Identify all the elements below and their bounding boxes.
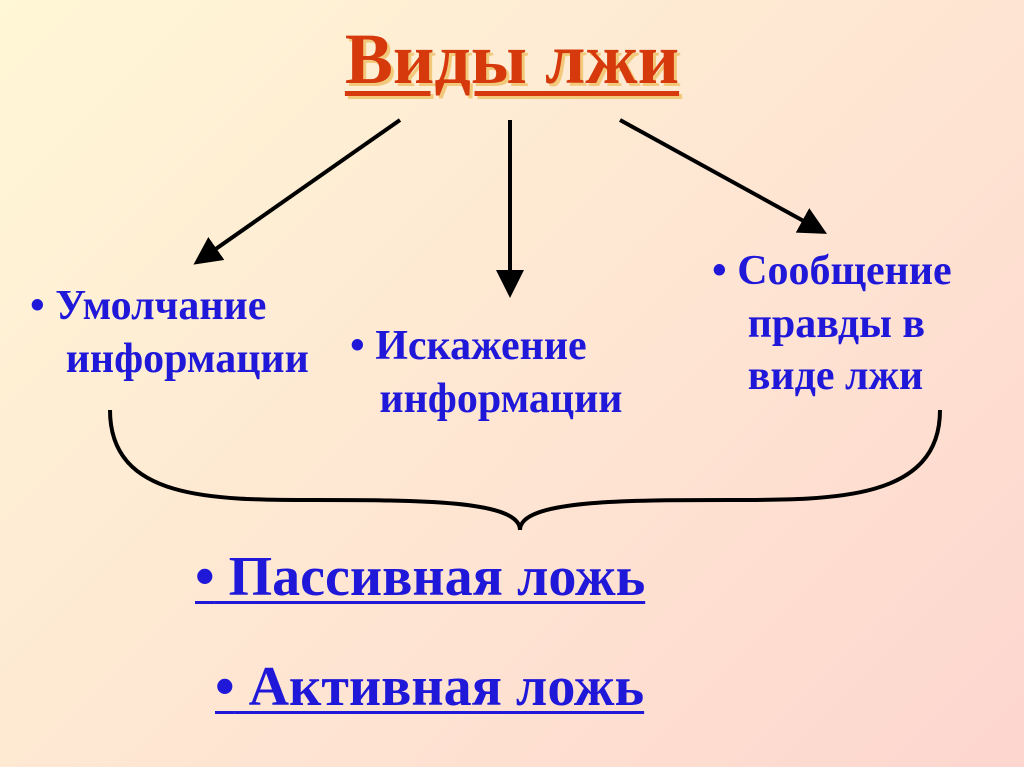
bullet-icon: •	[195, 546, 215, 608]
bullet-icon: •	[215, 656, 235, 718]
branch-right-line3: виде лжи	[748, 353, 924, 399]
branch-left: • Умолчание информации	[30, 280, 309, 385]
title-text: Виды лжи	[345, 19, 679, 99]
arrow-left	[200, 120, 400, 260]
branch-right-line2: правды в	[748, 301, 925, 347]
result-passive-text: Пассивная ложь	[215, 546, 646, 608]
bullet-icon: •	[712, 248, 727, 294]
branch-middle: • Искажение информации	[350, 320, 623, 425]
result-active: • Активная ложь	[215, 655, 644, 719]
branch-middle-line1: Искажение	[375, 323, 586, 369]
result-active-text: Активная ложь	[235, 656, 645, 718]
branch-left-line1: Умолчание	[55, 283, 266, 329]
curly-brace	[110, 410, 940, 530]
branch-right-line1: Сообщение	[737, 248, 951, 294]
diagram-title: Виды лжи	[0, 18, 1024, 101]
branch-right: • Сообщение правды в виде лжи	[712, 245, 952, 403]
bullet-icon: •	[30, 283, 45, 329]
result-passive: • Пассивная ложь	[195, 545, 645, 609]
branch-middle-line2: информации	[379, 376, 622, 422]
arrow-right	[620, 120, 820, 230]
branch-left-line2: информации	[66, 336, 309, 382]
bullet-icon: •	[350, 323, 365, 369]
diagram-stage: Виды лжи • Умолчание информации • Искаже…	[0, 0, 1024, 767]
